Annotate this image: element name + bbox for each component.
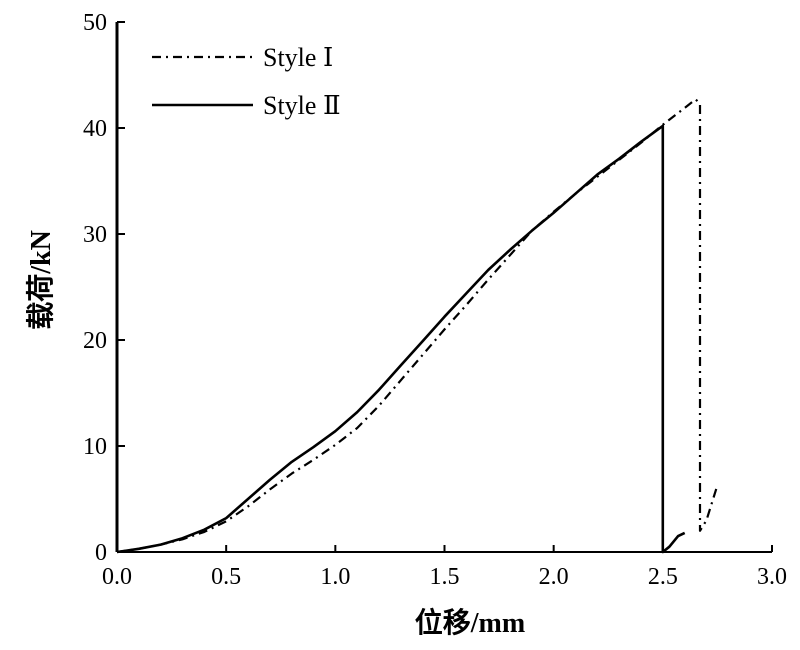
- y-tick-label: 50: [83, 10, 107, 36]
- series-line-2: [116, 124, 686, 554]
- y-tick-label: 10: [83, 434, 107, 460]
- x-axis-title: 位移/mm: [415, 606, 525, 639]
- axes: [115, 22, 772, 553]
- y-tick-label: 40: [83, 116, 107, 142]
- x-tick-label: 1.0: [320, 564, 350, 590]
- x-tick-label: 0.5: [211, 564, 241, 590]
- legend-label-1: Style Ⅰ: [263, 43, 333, 72]
- x-tick-label: 2.0: [539, 564, 569, 590]
- y-tick-label: 0: [95, 540, 107, 566]
- x-tick-label: 3.0: [757, 564, 787, 590]
- x-ticks: 0.0 0.5 1.0 1.5 2.0 2.5 3.0: [102, 545, 787, 590]
- series-line-1: [116, 98, 719, 554]
- x-tick-label: 1.5: [430, 564, 460, 590]
- x-tick-label: 0.0: [102, 564, 132, 590]
- legend-label-2: Style Ⅱ: [263, 91, 341, 120]
- y-axis-title: 载荷/kN: [25, 230, 57, 330]
- legend: Style Ⅰ Style Ⅱ: [152, 43, 341, 120]
- plot-area: [116, 98, 719, 554]
- y-tick-label: 20: [83, 328, 107, 354]
- y-ticks: 0 10 20 30 40 50: [83, 10, 125, 566]
- x-tick-label: 2.5: [648, 564, 678, 590]
- y-tick-label: 30: [83, 222, 107, 248]
